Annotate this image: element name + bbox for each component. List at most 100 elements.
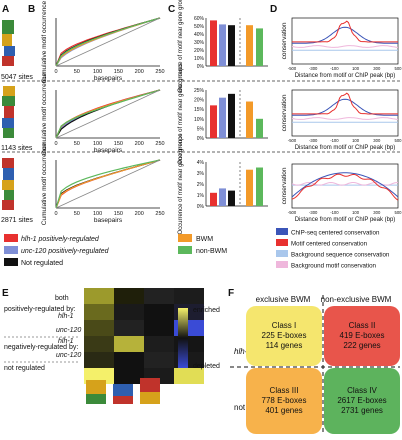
- panel-d-xtick: -500: [288, 210, 297, 215]
- panel-d-xtick: 500: [395, 138, 402, 143]
- panel-e-motif-logos: [86, 378, 160, 404]
- panel-b-ylabel: Cumulative motif occurrence: [41, 142, 48, 225]
- panel-d-ylabel: conservation: [281, 22, 288, 59]
- panel-c-bar: [210, 20, 217, 66]
- panel-b-xtick: 250: [155, 141, 164, 147]
- panel-f-class-box: [324, 368, 400, 434]
- panel-f-col-header-1: exclusive BWM: [256, 295, 311, 304]
- panel-c-bar: [246, 101, 253, 138]
- panel-c-ytick: 25%: [194, 88, 205, 94]
- heatmap-cell: [114, 336, 144, 352]
- panel-a-logo-1: [2, 20, 15, 66]
- panel-b-xtick: 50: [74, 69, 80, 75]
- legend-swatch: [276, 261, 288, 268]
- panel-e-row-unc120-pos: unc-120: [56, 327, 81, 334]
- panel-c-bar: [256, 28, 263, 66]
- panel-c-ytick: 0%: [197, 204, 205, 210]
- heatmap-cell: [84, 288, 114, 304]
- panel-f-class-eboxes: 419 E-boxes: [340, 331, 385, 340]
- panel-c-ytick: 2%: [197, 182, 205, 188]
- panel-d-series-line: [291, 172, 399, 198]
- panel-c-ytick: 20%: [194, 98, 205, 104]
- heatmap-cell: [144, 352, 174, 368]
- panel-c-ytick: 5%: [197, 126, 205, 132]
- panel-d-xtick: 100: [352, 66, 360, 71]
- panel-b-xtick: 50: [74, 211, 80, 217]
- panel-c-ytick: 1%: [197, 193, 205, 199]
- panel-c-bar: [256, 118, 263, 138]
- heatmap-cell: [114, 288, 144, 304]
- panel-f-class-box: [246, 306, 322, 366]
- panel-d-xtick: -100: [330, 138, 339, 143]
- panel-c-bar: [246, 169, 253, 206]
- panel-b-xtick: 200: [135, 211, 144, 217]
- panel-b-xtick: 200: [135, 69, 144, 75]
- panel-c-ytick: 0%: [197, 64, 205, 70]
- panel-f-class-name: Class III: [270, 386, 299, 395]
- legend-swatch: [178, 246, 192, 254]
- panel-f-col-header-2: non-exclusive BWM: [321, 295, 392, 304]
- panel-c-ytick: 10%: [194, 117, 205, 123]
- panel-b-series-line: [55, 159, 161, 209]
- legend-swatch: [276, 250, 288, 257]
- legend-swatch: [4, 246, 18, 254]
- panel-d-xtick: -300: [309, 138, 318, 143]
- panel-a-sites-3: 2871 sites: [1, 217, 33, 224]
- panel-c-ylabel: Occurrence of motif near gene groups: [178, 133, 184, 234]
- panel-b-xtick: 0: [54, 69, 57, 75]
- panel-f-letter: F: [228, 288, 234, 299]
- legend-label: unc-120 positively-regulated: [21, 248, 110, 255]
- heatmap-cell: [84, 320, 114, 336]
- heatmap-cell: [144, 320, 174, 336]
- panel-f-dividers: [230, 295, 400, 434]
- panel-a-sites-2: 1143 sites: [1, 145, 33, 152]
- panel-e-group-pos: positively-regulated by:: [4, 306, 76, 313]
- panel-b-xtick: 50: [74, 141, 80, 147]
- legend-label: Background sequence conservation: [291, 252, 390, 259]
- panel-b-xlabel: basepairs: [94, 147, 123, 154]
- panel-d-xtick: 300: [373, 66, 381, 71]
- panel-d-series-line: [292, 20, 398, 43]
- panel-e-not-regulated: not regulated: [4, 365, 45, 372]
- panel-a-letter: A: [2, 4, 9, 15]
- panel-c-bar: [246, 25, 253, 66]
- panel-b-plots: Cumulative motif occurrence 0 50 100 150 200 2…: [41, 0, 165, 225]
- heatmap-cell: [114, 304, 144, 320]
- panel-d-series-line: [292, 92, 398, 115]
- panel-e-row-unc120-neg: unc-120: [56, 352, 81, 359]
- legend-label: BWM: [196, 236, 213, 243]
- heatmap-cell: [84, 352, 114, 368]
- legend-label: Background motif conservation: [291, 263, 377, 270]
- panel-d-xtick: 100: [352, 210, 360, 215]
- panel-b-ylabel: Cumulative motif occurrence: [41, 0, 48, 83]
- panel-b-xtick: 0: [54, 211, 57, 217]
- panel-d-xlabel: Distance from motif or ChIP peak (bp): [295, 145, 396, 151]
- heatmap-cell: [114, 352, 144, 368]
- panel-e-col-header: both: [55, 295, 69, 302]
- panel-d-xlabel: Distance from motif or ChIP peak (bp): [295, 73, 396, 79]
- panel-f-class-genes: 114 genes: [266, 341, 303, 350]
- panel-c-bar: [210, 105, 217, 138]
- panel-c-bar: [256, 167, 263, 206]
- panel-e-colorbar: [178, 308, 188, 368]
- panel-c-ytick: 40%: [194, 32, 205, 38]
- panel-c-ytick: 30%: [194, 40, 205, 46]
- panel-d-ylabel: conservation: [281, 94, 288, 131]
- panel-b-xtick: 150: [114, 211, 123, 217]
- panel-b-series-line: [55, 89, 161, 139]
- panel-c-ytick: 50%: [194, 24, 205, 30]
- panel-d-xtick: 500: [395, 66, 402, 71]
- panel-d-xtick: -100: [330, 66, 339, 71]
- panel-c-bar: [219, 24, 226, 66]
- panel-c-ytick: 20%: [194, 48, 205, 54]
- legend-tissue: BWM non-BWM: [178, 234, 227, 255]
- panel-d-frame: [291, 89, 399, 137]
- panel-e-letter: E: [2, 288, 9, 299]
- panel-d-frame: [291, 17, 399, 65]
- panel-c-bar: [228, 93, 235, 138]
- panel-c-bar: [210, 192, 217, 206]
- panel-c-ylabel: Occurrence of motif near gene groups: [178, 63, 184, 164]
- legend-label: non-BWM: [196, 248, 227, 255]
- panel-e-group-neg: negatively-regulated by:: [4, 344, 78, 351]
